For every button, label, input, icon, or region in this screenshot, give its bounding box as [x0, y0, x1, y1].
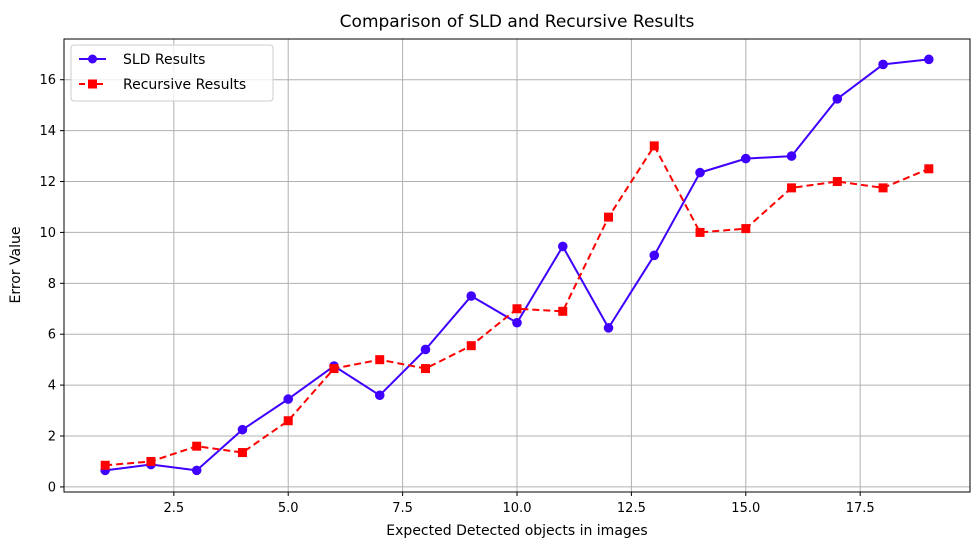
data-point-sld-results: [191, 465, 202, 476]
data-point-recursive-results: [924, 164, 934, 174]
data-point-recursive-results: [466, 341, 476, 351]
chart-title: Comparison of SLD and Recursive Results: [340, 12, 695, 32]
data-point-sld-results: [878, 59, 888, 70]
data-point-recursive-results: [329, 364, 339, 374]
grid-lines: [64, 39, 970, 492]
y-tick-label: 12: [39, 175, 56, 190]
data-point-sld-results: [237, 424, 248, 435]
data-point-sld-results: [924, 54, 934, 65]
y-tick-label: 14: [39, 124, 56, 139]
x-tick-label: 5.0: [278, 501, 299, 516]
y-axis-label: Error Value: [8, 226, 24, 303]
series-layer: [100, 54, 934, 476]
data-point-recursive-results: [192, 441, 202, 451]
x-tick-label: 2.5: [163, 501, 184, 516]
data-point-recursive-results: [420, 364, 430, 374]
x-axis-label: Expected Detected objects in images: [386, 523, 647, 539]
y-tick-label: 4: [48, 379, 56, 394]
data-point-recursive-results: [100, 460, 110, 470]
data-point-sld-results: [832, 94, 843, 104]
data-point-recursive-results: [741, 224, 751, 234]
data-point-sld-results: [557, 241, 568, 252]
data-point-sld-results: [695, 167, 705, 178]
data-point-sld-results: [740, 153, 751, 164]
data-point-sld-results: [512, 317, 522, 328]
legend-marker-sld-results: [88, 54, 97, 64]
y-tick-label: 0: [48, 480, 56, 495]
y-tick-label: 2: [48, 430, 56, 445]
data-point-sld-results: [603, 323, 614, 333]
data-point-recursive-results: [787, 183, 797, 193]
data-point-recursive-results: [695, 227, 705, 237]
x-tick-label: 15.0: [731, 501, 760, 516]
x-tick-label: 7.5: [392, 501, 413, 516]
data-point-sld-results: [466, 291, 477, 301]
series-sld-results: [100, 54, 934, 476]
axis-ticks: 2.5 5.0 7.5 10.0 12.5 15.0 17.5 0 2 4 6 8 10 12 14 16: [39, 73, 874, 516]
data-point-recursive-results: [558, 306, 568, 316]
data-point-recursive-results: [832, 177, 842, 187]
data-point-recursive-results: [878, 183, 888, 193]
data-point-recursive-results: [649, 141, 659, 151]
series-recursive-results: [100, 141, 934, 470]
data-point-recursive-results: [512, 304, 522, 314]
legend: SLD Results Recursive Results: [70, 44, 274, 102]
data-point-sld-results: [420, 344, 431, 355]
data-point-recursive-results: [283, 416, 293, 426]
x-tick-label: 10.0: [503, 501, 532, 516]
data-point-sld-results: [283, 394, 294, 404]
legend-box: [70, 44, 274, 102]
legend-marker-recursive-results: [88, 79, 97, 89]
x-tick-label: 17.5: [846, 501, 875, 516]
data-point-recursive-results: [146, 456, 156, 466]
data-point-recursive-results: [375, 355, 385, 365]
data-point-recursive-results: [237, 448, 247, 458]
data-point-sld-results: [786, 151, 797, 161]
data-point-recursive-results: [604, 212, 614, 222]
y-tick-label: 16: [39, 73, 56, 88]
data-point-sld-results: [374, 390, 385, 401]
data-point-sld-results: [649, 250, 660, 261]
y-tick-label: 8: [48, 277, 56, 292]
y-tick-label: 6: [48, 328, 56, 343]
x-tick-label: 12.5: [617, 501, 646, 516]
legend-label-sld-results: SLD Results: [123, 52, 205, 68]
y-tick-label: 10: [39, 226, 56, 241]
legend-label-recursive-results: Recursive Results: [123, 77, 246, 93]
